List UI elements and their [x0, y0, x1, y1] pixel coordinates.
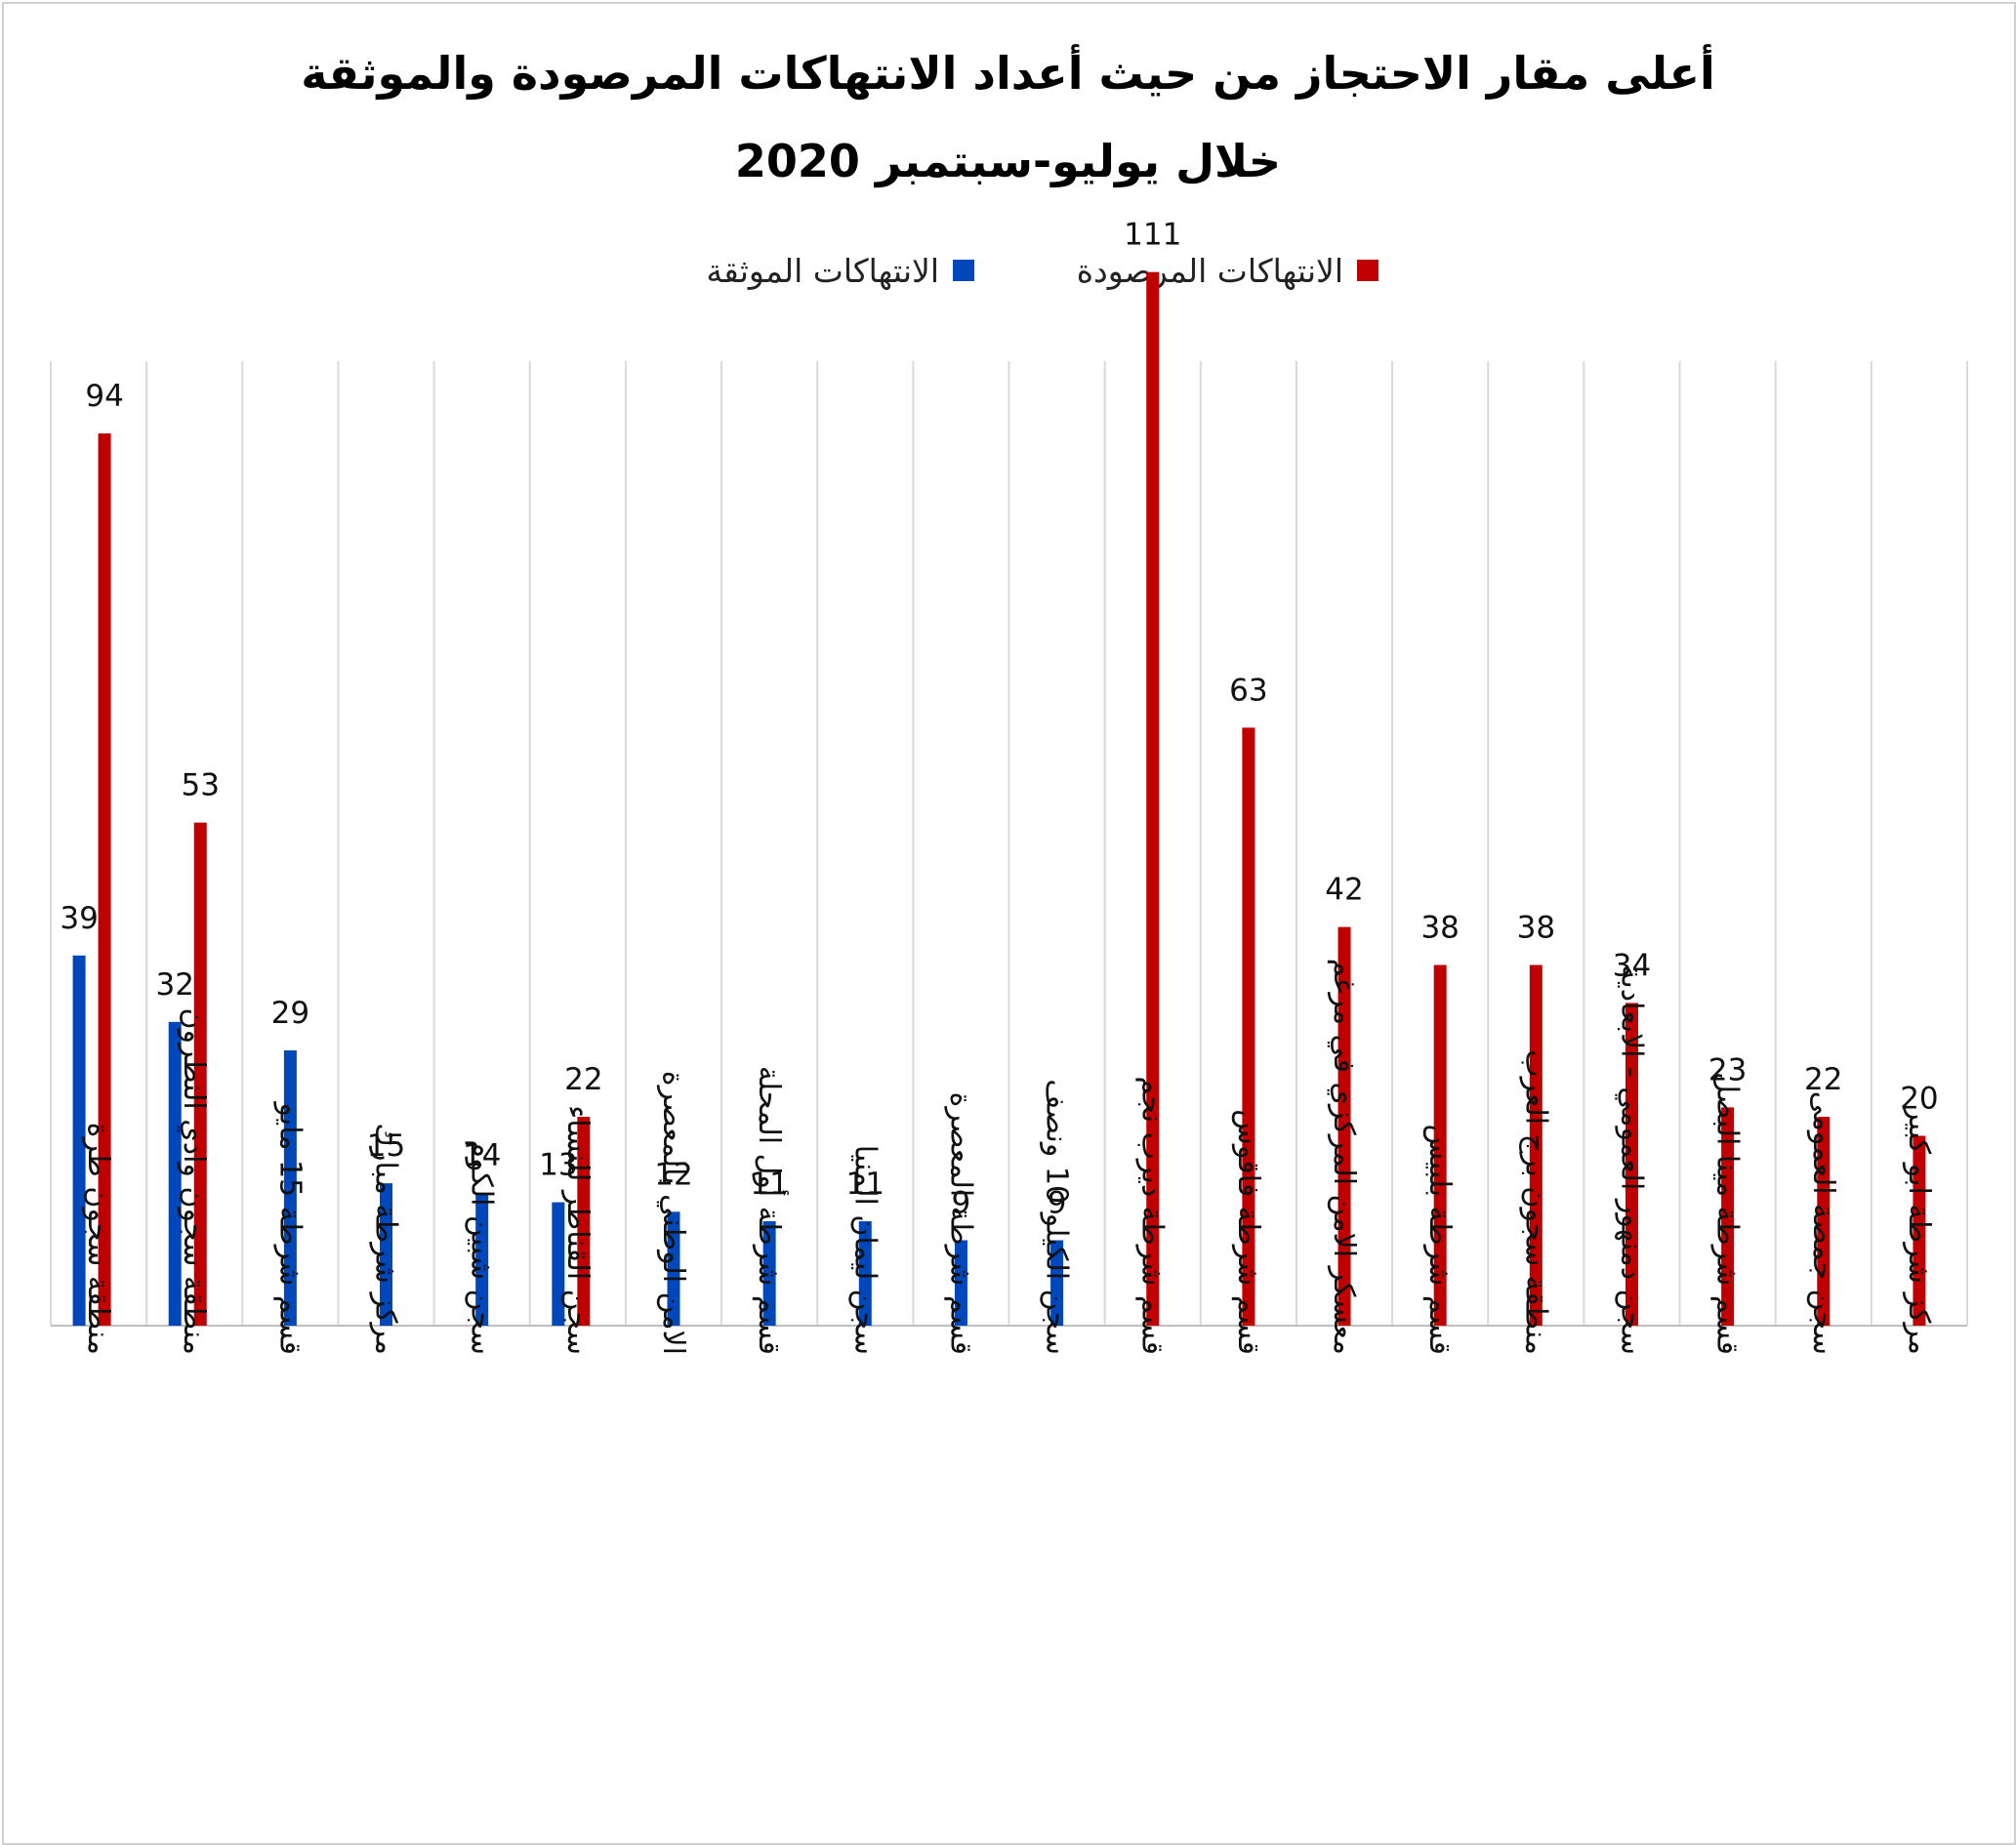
bar-documented	[380, 1183, 393, 1326]
category-label: منطقة سجون برج العرب	[1518, 1049, 1552, 1355]
category-label: قسم شرطة أول المحلة	[752, 1066, 790, 1355]
category-label: سجن ليمان المنيا	[847, 1145, 882, 1355]
category-label: الامن الوطني بالمعصرة	[656, 1071, 690, 1355]
bar-observed	[1817, 1117, 1831, 1326]
data-label-observed: 94	[85, 379, 123, 414]
data-label-observed: 53	[181, 768, 219, 803]
legend-item-documented: الانتهاكات الموثقة	[706, 246, 974, 295]
bar-documented	[762, 1221, 776, 1326]
category-label: قسم شرطة 15 مايو	[272, 1100, 307, 1355]
bar-documented	[72, 955, 86, 1326]
bar-documented	[168, 1021, 182, 1326]
legend-label-observed: الانتهاكات المرصودة	[1076, 251, 1343, 290]
data-label-observed: 22	[1804, 1062, 1842, 1097]
grid-lines	[50, 361, 1968, 1327]
bars	[72, 271, 1926, 1326]
data-label-observed: 34	[1613, 948, 1651, 983]
data-label-documented: 11	[750, 1167, 788, 1202]
category-label: سجن دمنهور العمومي - الابعادية	[1614, 964, 1648, 1355]
data-label-documented: 12	[654, 1157, 692, 1192]
category-label: قسم شرطة المعصرة	[943, 1092, 977, 1355]
legend-swatch-documented	[953, 260, 974, 281]
bar-observed	[1242, 727, 1255, 1326]
data-label-documented: 9	[952, 1185, 971, 1220]
category-label: قسم شرطة فاقوس	[1231, 1109, 1265, 1355]
category-label: منطقة سجون وادي النطرون	[177, 1007, 211, 1355]
bar-documented	[858, 1221, 872, 1326]
bar-observed	[577, 1117, 591, 1326]
data-labels: 39 94 32 53 29 15 14 13 22 12 11 11 9 9 111 63 42 38 38 34 2…	[60, 218, 1938, 1221]
data-label-observed: 23	[1708, 1052, 1747, 1087]
category-label: سجن القناطر للنساء	[560, 1105, 595, 1355]
data-label-observed: 63	[1229, 673, 1267, 708]
bar-observed	[1913, 1135, 1926, 1326]
bar-documented	[283, 1050, 297, 1326]
category-label: منطقة سجون طرة	[81, 1123, 115, 1355]
data-label-observed: 38	[1517, 911, 1555, 946]
category-label: مركز شرطة ابو كبير	[1902, 1104, 1936, 1355]
bar-observed	[193, 822, 207, 1326]
category-label: قسم شرطة ديرب نجم	[1135, 1076, 1170, 1355]
bar-observed	[98, 433, 111, 1326]
bar-documented	[954, 1240, 967, 1326]
bar-documented	[475, 1192, 489, 1326]
data-label-observed: 111	[1124, 218, 1181, 253]
bar-observed	[1529, 964, 1543, 1326]
bar-observed	[1721, 1107, 1735, 1326]
data-label-observed: 42	[1325, 873, 1363, 908]
data-label-documented: 9	[1048, 1185, 1067, 1220]
data-label-documented: 32	[155, 967, 193, 1003]
data-label-observed: 22	[564, 1062, 602, 1097]
data-label-documented: 39	[60, 901, 98, 936]
data-label-documented: 29	[271, 996, 309, 1031]
category-labels: منطقة سجون طرة منطقة سجون وادي النطرون قسم…	[81, 959, 1936, 1355]
category-label: قسم شرطة بلبيس	[1422, 1125, 1457, 1355]
bar-observed	[1337, 926, 1351, 1326]
data-label-documented: 13	[539, 1148, 577, 1183]
bar-observed	[1625, 1003, 1638, 1326]
bar-observed	[1433, 964, 1447, 1326]
category-label: قسم شرطة مينا البصل	[1710, 1072, 1745, 1355]
chart-title-line-1: أعلى مقار الاحتجاز من حيث أعداد الانتهاك…	[301, 47, 1715, 100]
legend-item-observed: الانتهاكات المرصودة	[1077, 246, 1378, 295]
chart-title-line-2: خلال يوليو-سبتمبر 2020	[734, 135, 1282, 187]
bar-documented	[552, 1202, 565, 1326]
bar-documented	[667, 1211, 680, 1326]
data-label-documented: 14	[463, 1138, 501, 1173]
legend-label-documented: الانتهاكات الموثقة	[706, 251, 939, 290]
category-label: معسكر الامن المركزي في مرغم	[1327, 959, 1361, 1355]
category-label: سجن جمصة العمومى	[1806, 1091, 1840, 1355]
data-label-observed: 20	[1900, 1082, 1938, 1117]
legend-swatch-observed	[1357, 260, 1378, 281]
data-label-documented: 11	[846, 1167, 885, 1202]
category-label: سجن الكيلو 10 ونصف	[1040, 1079, 1074, 1355]
legend: الانتهاكات المرصودة الانتهاكات الموثقة	[0, 246, 2016, 295]
bar-observed	[1146, 271, 1160, 1326]
bar-documented	[1050, 1240, 1064, 1326]
data-label-observed: 38	[1420, 911, 1459, 946]
data-label-documented: 15	[367, 1128, 405, 1164]
category-label: سجن شبين الكوم	[465, 1139, 499, 1355]
category-label: مركز شرطة مبارك	[369, 1123, 403, 1355]
